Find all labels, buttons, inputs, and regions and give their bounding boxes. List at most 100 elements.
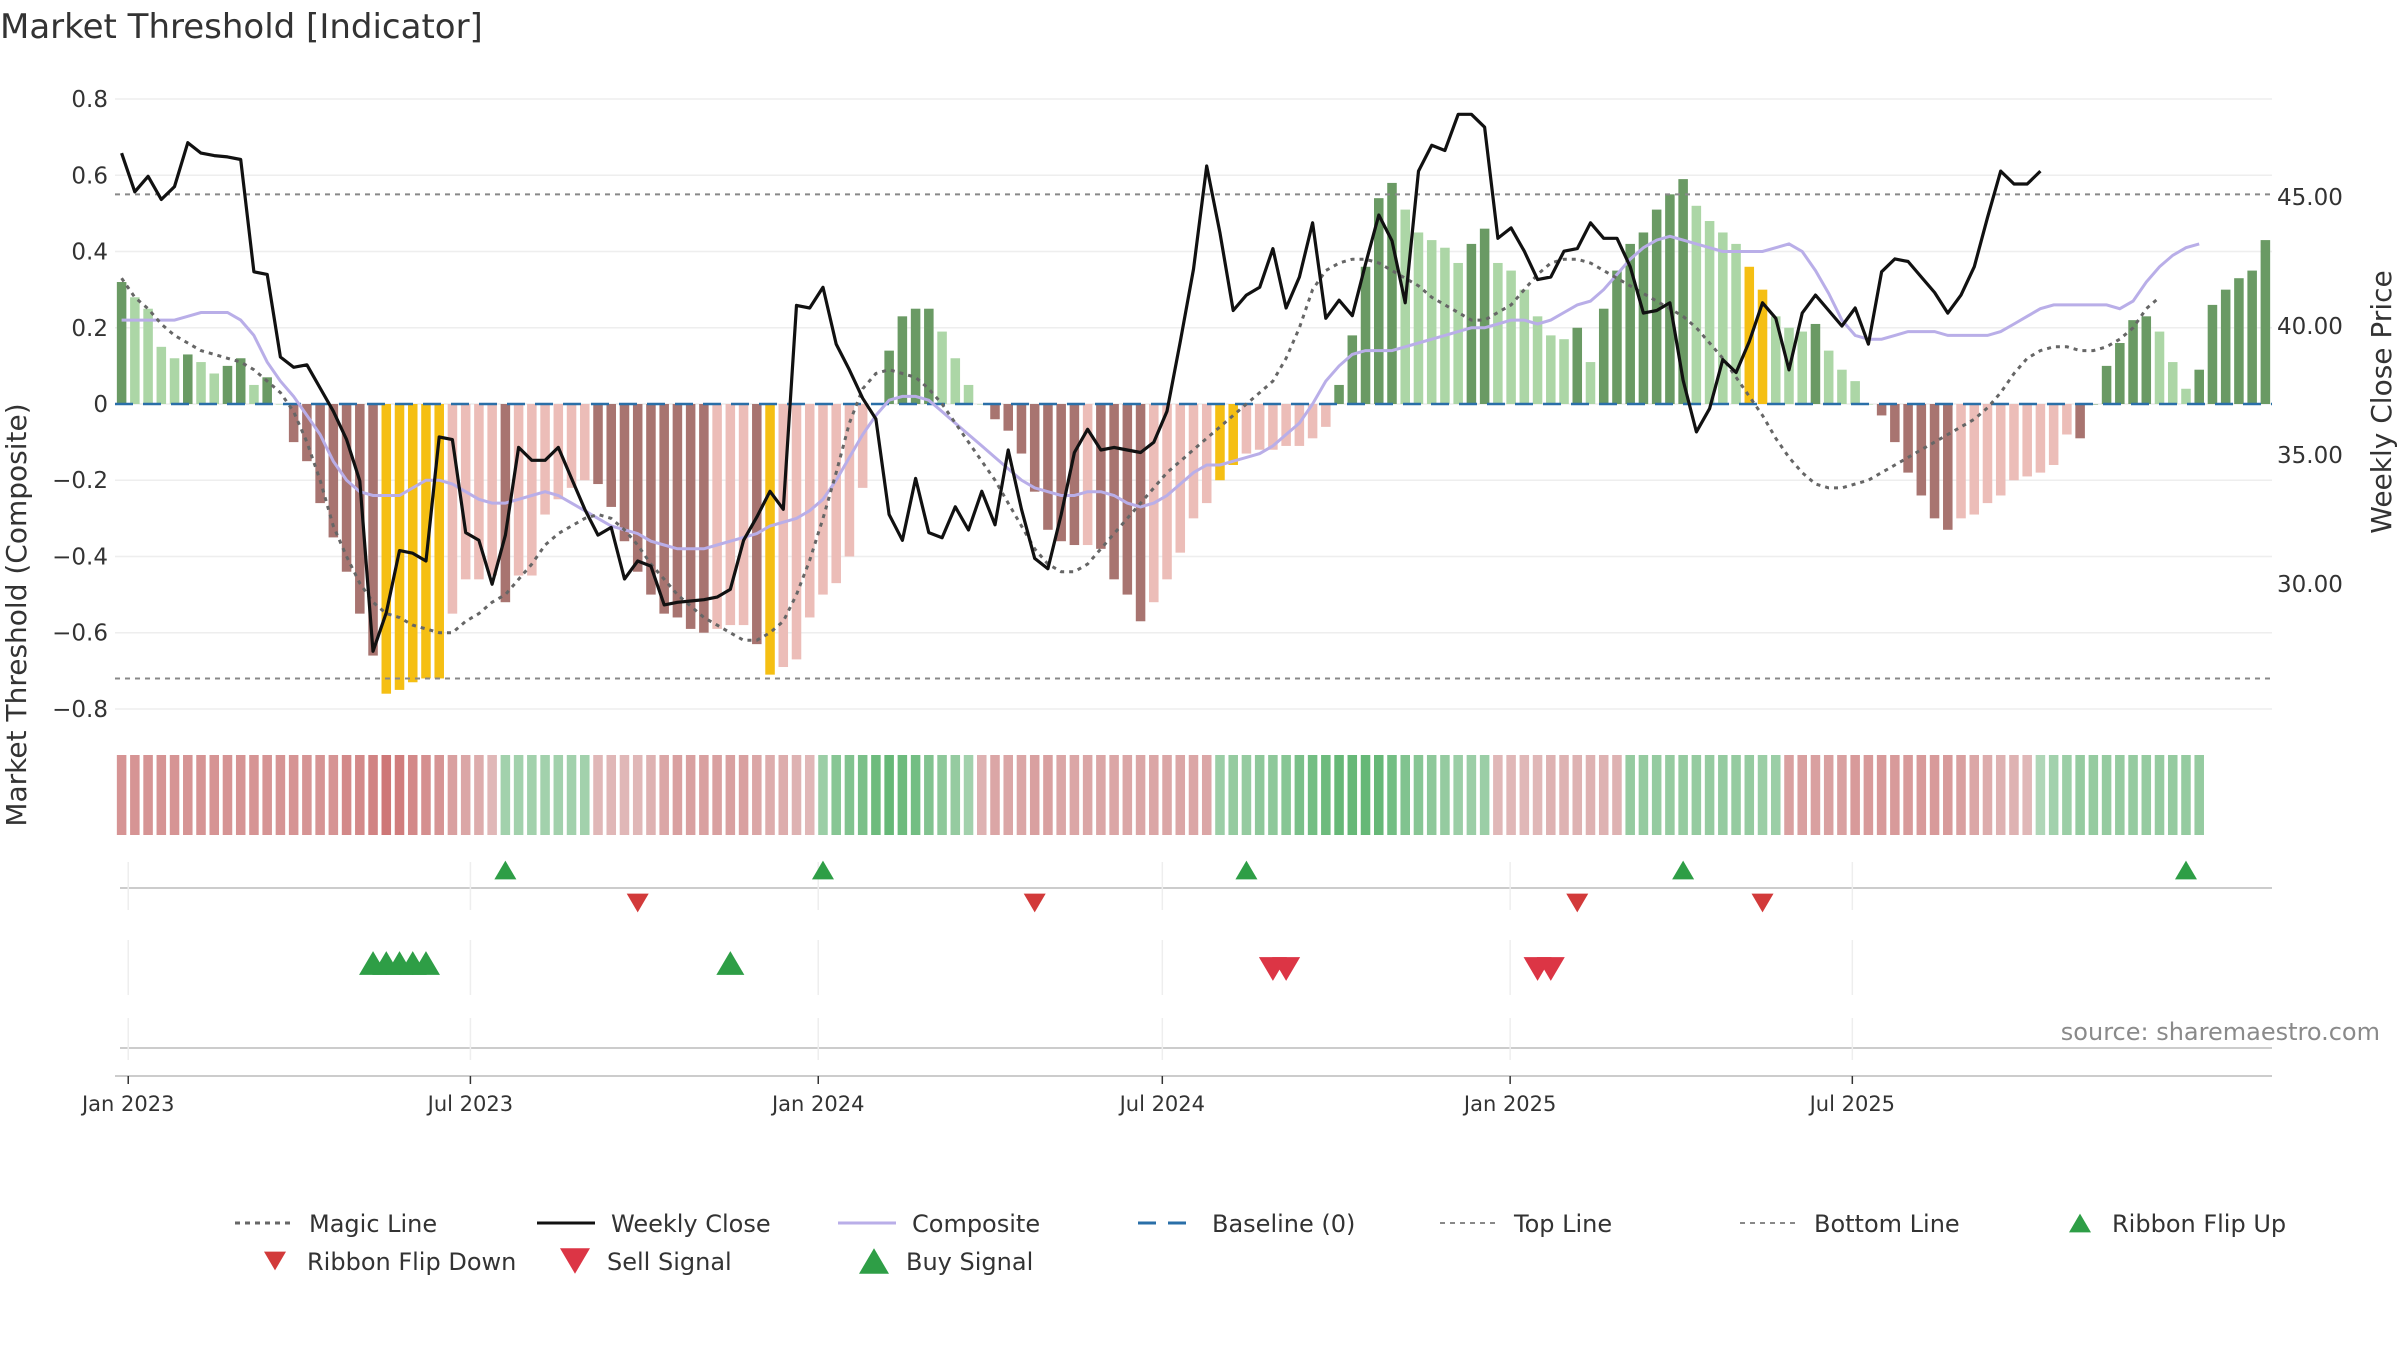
- ribbon-cell: [553, 755, 564, 835]
- composite-bar: [857, 404, 868, 488]
- ribbon-cell: [1241, 755, 1252, 835]
- composite-bar: [1982, 404, 1993, 504]
- composite-bar: [1559, 339, 1569, 404]
- x-tick-label: Jan 2024: [770, 1092, 865, 1116]
- ribbon-cell: [1016, 755, 1027, 835]
- ribbon-cell: [2009, 755, 2019, 835]
- composite-bar: [474, 404, 484, 580]
- legend-swatch: [859, 1248, 889, 1274]
- composite-bar: [407, 404, 418, 683]
- composite-bar: [1704, 221, 1715, 404]
- ribbon-cell: [1651, 755, 1662, 835]
- y-tick-label: 0.6: [71, 163, 108, 189]
- composite-bar: [249, 384, 259, 404]
- composite-bar: [1466, 243, 1477, 404]
- ribbon-cell: [1943, 755, 1953, 835]
- legend-label: Top Line: [1513, 1210, 1612, 1238]
- composite-bar: [262, 377, 272, 404]
- composite-bar: [1387, 182, 1397, 404]
- ribbon-cell: [1770, 755, 1781, 835]
- ribbon-cell: [2167, 755, 2178, 835]
- ribbon-cell: [355, 755, 365, 835]
- ribbon-cell: [619, 755, 630, 835]
- composite-bar: [2207, 304, 2218, 404]
- composite-bar: [1162, 404, 1172, 580]
- composite-bar: [1916, 404, 1927, 496]
- ribbon-cell: [804, 755, 815, 835]
- composite-bar: [1373, 198, 1384, 404]
- composite-bar: [1175, 404, 1186, 553]
- ribbon-cell: [1598, 755, 1609, 835]
- ribbon-cell: [421, 755, 431, 835]
- legend-item: Composite: [838, 1210, 1040, 1238]
- ribbon-cell: [1334, 755, 1344, 835]
- ribbon-cell: [381, 755, 392, 835]
- composite-bar: [1572, 327, 1583, 404]
- ribbon-cell: [2141, 755, 2152, 835]
- composite-line: [121, 234, 2200, 551]
- ribbon-cell: [513, 755, 524, 835]
- ribbon-cell: [712, 755, 722, 835]
- ribbon-cell: [1731, 755, 1741, 835]
- ribbon-cell: [1704, 755, 1715, 835]
- composite-bar: [778, 404, 789, 668]
- y-tick-label: 0: [93, 392, 108, 418]
- composite-bar: [725, 404, 736, 626]
- ribbon-cell: [1718, 755, 1728, 835]
- composite-bar: [884, 350, 894, 404]
- composite-bar: [619, 404, 630, 542]
- ribbon-cell: [447, 755, 458, 835]
- composite-bar: [143, 308, 153, 404]
- composite-bar: [1678, 179, 1688, 404]
- ribbon-cell: [1215, 755, 1225, 835]
- legend-item: Ribbon Flip Down: [264, 1248, 516, 1276]
- composite-bar: [1638, 232, 1649, 404]
- ribbon-flip-down-marker: [1751, 893, 1774, 913]
- ribbon-cell: [1995, 755, 2006, 835]
- legend-item: Baseline (0): [1138, 1210, 1355, 1238]
- ribbon-cell: [1890, 755, 1900, 835]
- legend-label: Bottom Line: [1814, 1210, 1960, 1238]
- ribbon-cell: [857, 755, 868, 835]
- ribbon-cell: [2101, 755, 2112, 835]
- x-tick-label: Jul 2025: [1808, 1092, 1895, 1116]
- legend-label: Baseline (0): [1212, 1210, 1355, 1238]
- ribbon-cell: [977, 755, 987, 835]
- composite-bar: [1585, 362, 1596, 404]
- ribbon-cell: [632, 755, 643, 835]
- ribbon-cell: [2088, 755, 2099, 835]
- ribbon-cell: [1638, 755, 1649, 835]
- composite-bar: [950, 358, 961, 404]
- ribbon-cell: [302, 755, 312, 835]
- composite-bar: [2194, 369, 2204, 404]
- ribbon-cell: [646, 755, 656, 835]
- ribbon-cell: [1188, 755, 1199, 835]
- legend-label: Magic Line: [309, 1210, 437, 1238]
- composite-bar: [897, 316, 908, 404]
- ribbon-cell: [699, 755, 709, 835]
- ribbon-cell: [1757, 755, 1768, 835]
- y2-axis-ticks: 45.00 40.00 35.00 30.00: [2277, 185, 2343, 598]
- composite-bar: [183, 354, 193, 404]
- composite-bar: [606, 404, 617, 507]
- composite-bar: [447, 404, 458, 614]
- composite-bar: [341, 404, 352, 572]
- composite-bar: [924, 308, 934, 404]
- ribbon-cell: [288, 755, 299, 835]
- composite-bar: [1056, 404, 1066, 542]
- composite-bar: [990, 404, 1000, 420]
- composite-bar: [2101, 365, 2112, 404]
- y-tick-label: −0.2: [52, 468, 108, 494]
- ribbon-cell: [2035, 755, 2046, 835]
- buy-signal-marker: [411, 951, 440, 975]
- composite-bar: [1201, 404, 1212, 504]
- ribbon-cell: [1228, 755, 1238, 835]
- composite-bar: [2035, 404, 2046, 473]
- ribbon-cell: [130, 755, 140, 835]
- legend-swatch: [2069, 1213, 2091, 1233]
- composite-bar: [1969, 404, 1980, 515]
- ribbon-cell: [580, 755, 590, 835]
- ribbon-cell: [1413, 755, 1424, 835]
- legend-label: Buy Signal: [906, 1248, 1033, 1276]
- composite-bar: [2154, 331, 2165, 404]
